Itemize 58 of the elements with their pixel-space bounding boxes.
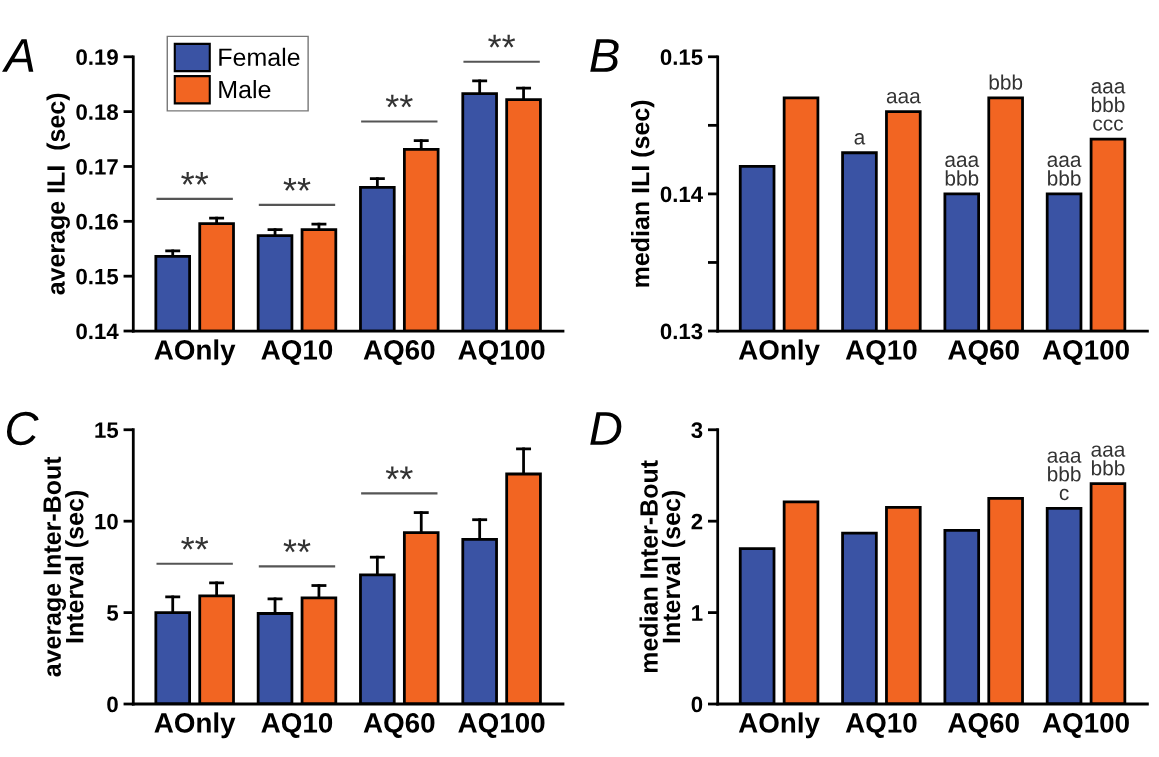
y-tick-label: 0.18: [76, 104, 119, 120]
annotation: **: [181, 171, 209, 185]
y-tick-label: 0: [107, 696, 118, 713]
legend-label: Male: [219, 80, 271, 99]
x-tick-label: AQ10: [845, 340, 917, 365]
chart-title: D: [590, 412, 622, 445]
y-tick-label: 0.17: [76, 159, 118, 175]
y-axis-title: median ILI (sec): [631, 100, 655, 287]
x-tick-label: AOnly: [738, 712, 820, 739]
chart-title: B: [590, 39, 619, 72]
data-label: aaa: [886, 91, 921, 104]
y-tick-label: 0.15: [660, 49, 703, 66]
x-tick-label: AQ100: [458, 713, 545, 738]
y-tick-label: 2: [691, 513, 703, 530]
annotation: **: [181, 536, 209, 550]
y-tick-label: 15: [95, 422, 119, 439]
annotation: **: [283, 539, 311, 553]
x-tick-label: AQ100: [458, 340, 545, 365]
y-tick-label: 0.16: [76, 213, 118, 230]
x-tick-label: AQ100: [1042, 713, 1129, 738]
data-label: aaa bbb: [1091, 445, 1126, 476]
y-tick-label: 3: [691, 422, 703, 439]
x-tick-label: AQ10: [261, 340, 333, 365]
x-tick-label: AOnly: [154, 339, 236, 366]
x-tick-label: AQ60: [363, 340, 435, 365]
y-tick-label: 0.13: [660, 323, 703, 340]
data-label: bbb: [989, 74, 1023, 90]
annotation: **: [385, 94, 413, 108]
x-tick-label: AOnly: [154, 712, 236, 739]
x-tick-label: AQ60: [363, 713, 435, 738]
x-tick-label: AQ10: [261, 713, 333, 738]
y-tick-label: 1: [692, 605, 703, 621]
y-axis-title: average ILI (sec): [46, 93, 70, 295]
x-tick-label: AQ60: [948, 713, 1019, 738]
legend-label: Female: [219, 47, 300, 67]
data-label: aaa bbb c: [1047, 451, 1082, 501]
chart-title: A: [2, 39, 34, 72]
x-tick-label: AOnly: [738, 339, 820, 366]
y-tick-label: 5: [107, 605, 119, 621]
y-tick-label: 0: [691, 696, 703, 713]
data-label: a: [854, 133, 866, 145]
data-label: aaa bbb ccc: [1091, 82, 1126, 131]
annotation: **: [385, 466, 413, 480]
y-tick-label: 0.15: [76, 268, 119, 285]
x-tick-label: AQ100: [1042, 340, 1129, 365]
data-label: aaa bbb: [945, 155, 980, 186]
chart-title: C: [6, 411, 39, 446]
x-tick-label: AQ10: [845, 713, 917, 738]
y-tick-label: 0.14: [76, 323, 119, 340]
y-tick-label: 10: [95, 513, 118, 530]
data-label: aaa bbb: [1047, 155, 1082, 186]
y-axis-title: average Inter-Bout Interval (sec): [43, 456, 89, 677]
y-axis-title: median Inter-Bout Interval (sec): [639, 460, 686, 673]
text: **: [488, 34, 516, 48]
annotation: **: [283, 178, 311, 191]
x-tick-label: AQ60: [948, 340, 1019, 365]
y-tick-label: 0.19: [76, 49, 118, 66]
y-tick-label: 0.14: [660, 186, 703, 203]
